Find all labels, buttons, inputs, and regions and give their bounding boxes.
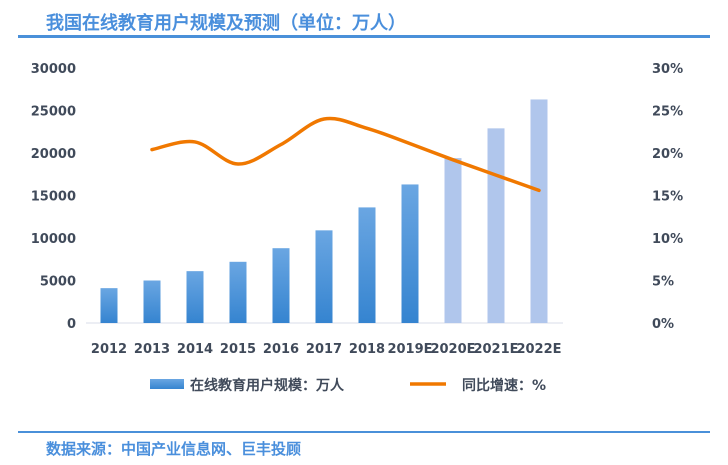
x-axis-tick: 2017 bbox=[306, 342, 342, 357]
left-axis-tick: 5000 bbox=[40, 275, 76, 290]
footer-rule bbox=[18, 431, 710, 433]
bar-2018 bbox=[358, 207, 376, 323]
left-axis-tick: 25000 bbox=[31, 105, 76, 120]
bar-2013 bbox=[143, 280, 161, 323]
x-axis-tick: 2015 bbox=[220, 342, 256, 357]
legend-bar-swatch bbox=[150, 379, 184, 389]
bar-2020E bbox=[444, 158, 462, 323]
right-axis-tick: 10% bbox=[652, 232, 683, 247]
left-axis-tick: 10000 bbox=[31, 232, 76, 247]
x-axis-tick: 2019E bbox=[387, 342, 432, 357]
chart-svg: 0 5000 10000 15000 20000 25000 30000 0% 5% 10% 15%… bbox=[31, 62, 683, 394]
left-axis-tick: 30000 bbox=[31, 62, 76, 77]
right-axis-tick: 30% bbox=[652, 62, 683, 77]
legend-line-label: 同比增速：% bbox=[462, 377, 546, 394]
growth-rate-line bbox=[150, 116, 541, 193]
right-axis-tick: 25% bbox=[652, 105, 683, 120]
bar-2022E bbox=[530, 99, 548, 323]
bar-2017 bbox=[315, 230, 333, 323]
bar-2019E bbox=[401, 184, 419, 323]
title-rule bbox=[18, 35, 710, 38]
x-axis-tick: 2013 bbox=[134, 342, 170, 357]
x-axis-tick: 2012 bbox=[91, 342, 127, 357]
x-axis-tick: 2021E bbox=[473, 342, 518, 357]
chart-title: 我国在线教育用户规模及预测（单位：万人） bbox=[46, 13, 406, 34]
bar-2012 bbox=[100, 288, 118, 323]
x-axis-tick: 2018 bbox=[349, 342, 385, 357]
source-note: 数据来源：中国产业信息网、巨丰投顾 bbox=[46, 440, 302, 458]
bar-2021E bbox=[487, 128, 505, 323]
x-axis-tick: 2022E bbox=[516, 342, 561, 357]
bar-2015 bbox=[229, 261, 247, 323]
left-axis-tick: 0 bbox=[67, 317, 76, 332]
x-axis-tick: 2016 bbox=[263, 342, 299, 357]
right-axis-tick: 20% bbox=[652, 147, 683, 162]
right-axis-tick: 15% bbox=[652, 190, 683, 205]
left-axis-tick: 15000 bbox=[31, 190, 76, 205]
bar-2016 bbox=[272, 248, 290, 323]
x-axis-tick: 2014 bbox=[177, 342, 213, 357]
bar-2014 bbox=[186, 271, 204, 323]
right-axis-tick: 0% bbox=[652, 317, 674, 332]
left-axis-tick: 20000 bbox=[31, 147, 76, 162]
right-axis-tick: 5% bbox=[652, 275, 674, 290]
x-axis-tick: 2020E bbox=[430, 342, 475, 357]
legend-bar-label: 在线教育用户规模：万人 bbox=[190, 377, 345, 394]
